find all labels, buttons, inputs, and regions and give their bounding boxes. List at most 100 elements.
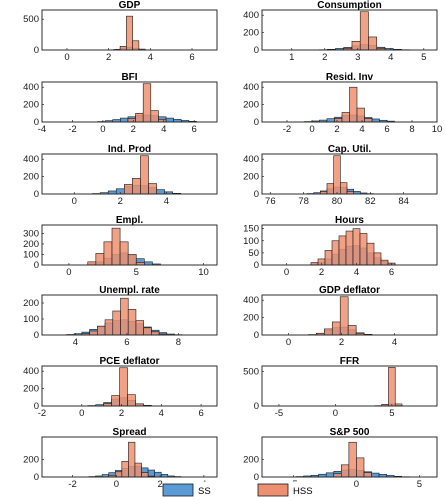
y-tick-label: 100 <box>243 236 259 247</box>
hss-bar <box>380 259 389 266</box>
x-tick-label: 2 <box>339 337 344 348</box>
x-tick-label: 5 <box>134 267 139 278</box>
y-tick-label: 0 <box>34 472 39 483</box>
panel-gdp: GDP 0 2 4 6 0 500 <box>23 0 218 63</box>
hss-bar <box>366 242 375 266</box>
axes-frame <box>261 365 438 407</box>
y-tick-label: 0 <box>34 330 39 341</box>
x-tick-label: 0 <box>284 267 289 278</box>
hss-bar <box>356 457 365 478</box>
hss-bar <box>124 184 133 195</box>
x-tick-label: 0 <box>66 267 71 278</box>
hss-bar <box>95 253 105 266</box>
hss-bar <box>111 227 121 266</box>
panel-title: Unempl. rate <box>99 285 160 296</box>
x-tick-label: 80 <box>332 196 343 207</box>
hss-bar <box>326 183 334 195</box>
hss-bar <box>334 118 343 123</box>
hss-bar <box>359 233 368 266</box>
y-tick-label: 0 <box>254 472 259 483</box>
y-tick-label: 500 <box>23 14 39 25</box>
hss-bar <box>150 110 159 123</box>
x-tick-label: 4 <box>73 337 78 348</box>
ss-bar <box>326 118 335 123</box>
x-tick-label: -2 <box>283 124 291 135</box>
axes-box <box>261 365 438 407</box>
panel-title: Cap. Util. <box>328 144 372 155</box>
panel-spread: Spread-20240200 <box>23 427 218 490</box>
x-tick-label: -2 <box>68 124 76 135</box>
y-tick-label: 200 <box>243 313 259 324</box>
x-tick-label: 5 <box>421 52 426 63</box>
x-tick-label: 4 <box>388 52 393 63</box>
hss-bar <box>132 40 140 51</box>
y-tick-label: 400 <box>243 295 259 306</box>
hss-bar <box>341 112 350 123</box>
hss-bar <box>324 250 333 266</box>
hss-bar <box>363 472 372 478</box>
y-tick-label: 0 <box>254 117 259 128</box>
y-tick-label: 100 <box>23 249 39 260</box>
x-tick-label: 6 <box>192 124 197 135</box>
panel-consumption: Consumption 1 2 3 4 5 0 200 400 <box>243 0 438 63</box>
y-tick-label: 100 <box>23 314 39 325</box>
legend-swatch-ss <box>162 483 194 497</box>
hss-bar <box>143 327 152 336</box>
axes-frame <box>261 294 438 336</box>
axes-frame <box>41 153 218 195</box>
y-tick-label: 200 <box>23 298 39 309</box>
panel-cap-util: Cap. Util. 76 78 80 82 84 0 200 400 <box>243 144 438 207</box>
y-tick-label: 400 <box>23 82 39 93</box>
y-tick-label: 400 <box>23 366 39 377</box>
panel-ind-prod: Ind. Prod 0 2 4 0 200 400 <box>23 144 218 207</box>
hss-bar <box>351 41 361 51</box>
ss-bar <box>120 117 129 123</box>
axes-frame <box>261 153 438 195</box>
x-tick-label: 4 <box>359 124 364 135</box>
hss-bar <box>112 310 121 336</box>
legend-swatch-hss <box>257 483 289 497</box>
x-tick-label: 3 <box>355 52 360 63</box>
x-tick-label: 2 <box>322 52 327 63</box>
y-tick-label: 200 <box>243 172 259 183</box>
x-tick-label: 6 <box>189 52 194 63</box>
x-tick-label: 0 <box>64 52 69 63</box>
hss-bar <box>120 297 129 336</box>
hss-bar <box>119 367 128 407</box>
panel-title: Spread <box>113 427 147 438</box>
hss-bar <box>127 118 136 123</box>
hss-bar <box>364 118 373 123</box>
legend-label-ss: SS <box>198 486 211 497</box>
axes-frame <box>261 81 438 123</box>
panel-gdp-deflator: GDP deflator 0 2 4 0 200 400 <box>243 285 438 348</box>
y-tick-label: 200 <box>23 384 39 395</box>
hss-bar <box>345 230 354 266</box>
x-tick-label: 4 <box>148 52 153 63</box>
panel-title: Hours <box>335 215 364 226</box>
y-tick-label: 200 <box>23 455 39 466</box>
y-tick-label: 200 <box>23 239 39 250</box>
x-tick-label: 0 <box>114 479 119 490</box>
hss-bar <box>148 183 157 195</box>
hss-bar <box>141 472 149 478</box>
hss-bar <box>388 367 396 407</box>
hss-bar <box>338 235 347 266</box>
x-tick-label: 2 <box>334 124 339 135</box>
ss-bar <box>318 473 327 478</box>
y-tick-label: 0 <box>34 117 39 128</box>
y-tick-label: 0 <box>254 189 259 200</box>
hss-bar <box>331 321 341 336</box>
x-tick-label: 84 <box>398 196 409 207</box>
y-tick-label: 400 <box>243 10 259 21</box>
hss-bar <box>348 441 357 478</box>
x-tick-label: 4 <box>164 196 169 207</box>
ss-bar <box>325 472 335 478</box>
panel-title: GDP deflator <box>319 285 380 296</box>
axes-frame <box>261 9 438 51</box>
y-tick-label: 400 <box>23 154 39 165</box>
hss-bar <box>349 86 358 123</box>
axes-box <box>261 153 438 195</box>
y-tick-label: 200 <box>243 455 259 466</box>
